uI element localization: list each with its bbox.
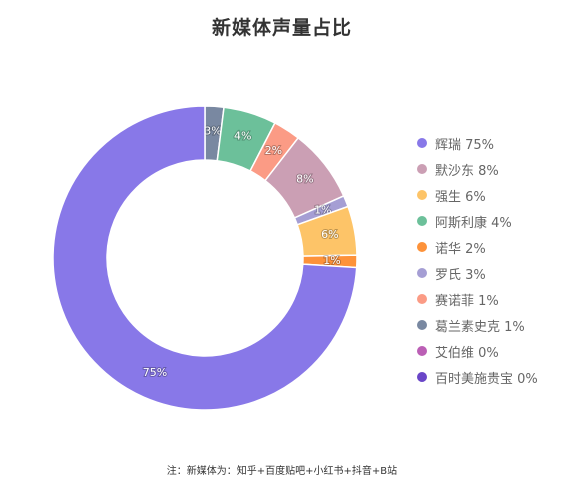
pie-slice[interactable] — [52, 105, 358, 411]
legend-label: 默沙东 8% — [435, 163, 499, 179]
legend-label: 葛兰素史克 1% — [435, 319, 525, 335]
slice-label: 1% — [323, 254, 340, 267]
legend-swatch — [417, 346, 427, 356]
legend-item[interactable]: 默沙东 8% — [417, 156, 562, 182]
legend-swatch — [417, 294, 427, 304]
chart-title: 新媒体声量占比 — [211, 17, 352, 39]
slice-label: 8% — [296, 173, 313, 186]
legend-swatch — [417, 320, 427, 330]
legend-label: 罗氏 3% — [435, 267, 486, 283]
legend-item[interactable]: 葛兰素史克 1% — [417, 312, 562, 338]
legend-swatch — [417, 372, 427, 382]
legend-item[interactable]: 阿斯利康 4% — [417, 208, 562, 234]
slice-label: 6% — [321, 228, 338, 241]
legend-swatch — [417, 138, 427, 148]
legend-label: 阿斯利康 4% — [435, 215, 512, 231]
legend-item[interactable]: 强生 6% — [417, 182, 562, 208]
legend-label: 百时美施贵宝 0% — [435, 371, 538, 387]
legend-item[interactable]: 赛诺菲 1% — [417, 286, 562, 312]
legend-label: 强生 6% — [435, 189, 486, 205]
slice-label: 3% — [204, 124, 221, 137]
legend-swatch — [417, 164, 427, 174]
legend-label: 赛诺菲 1% — [435, 293, 499, 309]
legend-swatch — [417, 216, 427, 226]
legend-item[interactable]: 辉瑞 75% — [417, 130, 562, 156]
slice-label: 4% — [234, 130, 251, 143]
legend-item[interactable]: 诺华 2% — [417, 234, 562, 260]
slice-label: 75% — [143, 366, 167, 379]
legend-swatch — [417, 242, 427, 252]
chart-legend: 辉瑞 75% 默沙东 8% 强生 6% 阿斯利康 4% 诺华 2% 罗氏 3% 赛诺菲 1%… — [417, 130, 562, 390]
legend-swatch — [417, 190, 427, 200]
donut-chart: 3% 4%2%8%1%6%1%75% — [52, 105, 358, 411]
legend-label: 艾伯维 0% — [435, 345, 499, 361]
slice-label: 2% — [265, 144, 282, 157]
legend-item[interactable]: 艾伯维 0% — [417, 338, 562, 364]
legend-item[interactable]: 百时美施贵宝 0% — [417, 364, 562, 390]
legend-label: 诺华 2% — [435, 241, 486, 257]
legend-label: 辉瑞 75% — [435, 137, 495, 153]
legend-item[interactable]: 罗氏 3% — [417, 260, 562, 286]
legend-swatch — [417, 268, 427, 278]
footnote: 注：新媒体为：知乎+百度贴吧+小红书+抖音+B站 — [166, 466, 398, 477]
